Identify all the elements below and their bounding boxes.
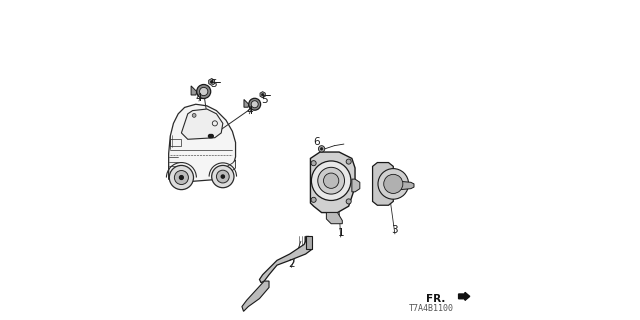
Text: 4: 4 (246, 106, 253, 116)
Polygon shape (209, 78, 214, 85)
Circle shape (221, 175, 225, 178)
Circle shape (170, 165, 193, 190)
Circle shape (319, 146, 324, 152)
Text: 2: 2 (288, 259, 294, 268)
Polygon shape (181, 109, 223, 139)
Circle shape (318, 167, 344, 194)
Polygon shape (242, 281, 269, 311)
Text: 5: 5 (261, 95, 268, 105)
Polygon shape (310, 152, 355, 212)
Circle shape (210, 134, 213, 138)
Text: 6: 6 (314, 138, 320, 148)
Polygon shape (326, 212, 342, 224)
Polygon shape (223, 160, 236, 179)
Polygon shape (244, 100, 249, 107)
Circle shape (174, 171, 188, 185)
FancyArrow shape (459, 292, 470, 300)
Polygon shape (306, 236, 312, 249)
Text: FR.: FR. (426, 293, 446, 304)
Text: 1: 1 (337, 228, 344, 238)
Circle shape (323, 173, 339, 188)
Polygon shape (191, 86, 196, 95)
Circle shape (261, 93, 264, 96)
Circle shape (249, 98, 260, 110)
Text: 5: 5 (210, 79, 216, 89)
Circle shape (378, 169, 408, 199)
Circle shape (384, 174, 403, 194)
Polygon shape (394, 181, 414, 190)
Circle shape (320, 148, 323, 150)
Circle shape (312, 161, 351, 200)
Circle shape (346, 199, 351, 204)
Circle shape (216, 170, 229, 183)
Circle shape (251, 101, 258, 108)
Circle shape (311, 197, 316, 202)
Polygon shape (352, 179, 360, 192)
Text: 4: 4 (196, 93, 202, 103)
Text: 3: 3 (392, 225, 398, 235)
Text: T7A4B1100: T7A4B1100 (409, 304, 454, 313)
Circle shape (212, 165, 234, 188)
Polygon shape (259, 236, 312, 283)
Circle shape (192, 114, 196, 117)
Polygon shape (260, 92, 266, 98)
Circle shape (179, 176, 183, 180)
Circle shape (211, 81, 213, 83)
Circle shape (196, 84, 211, 99)
Circle shape (200, 87, 208, 96)
Circle shape (209, 134, 212, 138)
Polygon shape (372, 163, 394, 205)
Polygon shape (169, 104, 236, 182)
Circle shape (311, 161, 316, 166)
Circle shape (346, 159, 351, 164)
